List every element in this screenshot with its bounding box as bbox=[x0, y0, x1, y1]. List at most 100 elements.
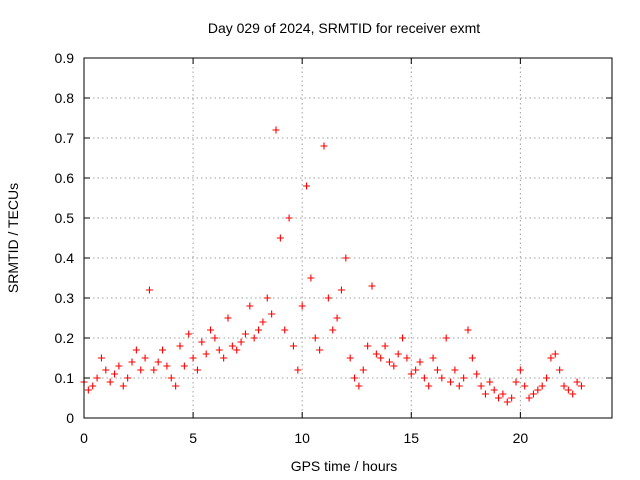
data-point bbox=[276, 234, 284, 242]
data-point bbox=[481, 390, 489, 398]
data-point bbox=[141, 354, 149, 362]
data-point bbox=[351, 374, 359, 382]
data-point bbox=[477, 382, 485, 390]
data-point bbox=[538, 382, 546, 390]
data-point bbox=[364, 342, 372, 350]
data-point bbox=[543, 374, 551, 382]
data-point bbox=[525, 394, 533, 402]
data-point bbox=[189, 354, 197, 362]
data-point bbox=[372, 350, 380, 358]
data-point bbox=[224, 314, 232, 322]
data-point bbox=[403, 354, 411, 362]
data-point bbox=[185, 330, 193, 338]
y-tick-label: 0.8 bbox=[55, 90, 75, 106]
data-point bbox=[272, 126, 280, 134]
data-point bbox=[150, 366, 158, 374]
chart-title: Day 029 of 2024, SRMTID for receiver exm… bbox=[208, 20, 480, 36]
data-point bbox=[233, 346, 241, 354]
data-point bbox=[556, 366, 564, 374]
data-point bbox=[508, 394, 516, 402]
data-point bbox=[394, 350, 402, 358]
y-tick-label: 0.3 bbox=[55, 290, 75, 306]
data-point bbox=[329, 326, 337, 334]
data-point bbox=[447, 378, 455, 386]
data-point bbox=[311, 334, 319, 342]
y-tick-label: 0.5 bbox=[55, 210, 75, 226]
data-point bbox=[119, 382, 127, 390]
y-tick-label: 0.6 bbox=[55, 170, 75, 186]
data-point bbox=[433, 366, 441, 374]
data-point bbox=[451, 366, 459, 374]
y-tick-label: 0.9 bbox=[55, 50, 75, 66]
data-point bbox=[215, 346, 223, 354]
data-point bbox=[137, 366, 145, 374]
data-point bbox=[176, 342, 184, 350]
data-point bbox=[132, 346, 140, 354]
data-point bbox=[521, 382, 529, 390]
data-point bbox=[307, 274, 315, 282]
data-point bbox=[106, 378, 114, 386]
data-point bbox=[111, 370, 119, 378]
data-point bbox=[468, 354, 476, 362]
data-point bbox=[486, 378, 494, 386]
data-point bbox=[399, 334, 407, 342]
data-point bbox=[207, 326, 215, 334]
data-point bbox=[438, 374, 446, 382]
data-point bbox=[281, 326, 289, 334]
data-point bbox=[490, 386, 498, 394]
data-point bbox=[547, 354, 555, 362]
x-tick-label: 0 bbox=[80, 430, 88, 446]
data-point bbox=[145, 286, 153, 294]
data-point bbox=[368, 282, 376, 290]
data-point bbox=[163, 362, 171, 370]
data-point bbox=[346, 354, 354, 362]
data-point bbox=[172, 382, 180, 390]
data-point bbox=[342, 254, 350, 262]
y-tick-label: 0.2 bbox=[55, 330, 75, 346]
axis-ticks bbox=[83, 57, 612, 419]
data-point bbox=[551, 350, 559, 358]
data-point bbox=[473, 370, 481, 378]
data-point bbox=[564, 386, 572, 394]
y-tick-label: 0.1 bbox=[55, 370, 75, 386]
data-point bbox=[228, 342, 236, 350]
data-point bbox=[159, 346, 167, 354]
data-point bbox=[407, 370, 415, 378]
data-point bbox=[167, 374, 175, 382]
data-point bbox=[97, 354, 105, 362]
data-point bbox=[154, 358, 162, 366]
data-point bbox=[324, 294, 332, 302]
data-point bbox=[89, 382, 97, 390]
data-point bbox=[534, 386, 542, 394]
data-point bbox=[246, 302, 254, 310]
data-point bbox=[416, 358, 424, 366]
grid-lines bbox=[84, 58, 612, 418]
data-point bbox=[464, 326, 472, 334]
data-point bbox=[442, 334, 450, 342]
data-point bbox=[495, 394, 503, 402]
data-point bbox=[337, 286, 345, 294]
x-tick-label: 15 bbox=[403, 430, 419, 446]
data-points bbox=[80, 126, 585, 406]
data-point bbox=[320, 142, 328, 150]
data-point bbox=[455, 382, 463, 390]
data-point bbox=[202, 350, 210, 358]
data-point bbox=[289, 342, 297, 350]
data-point bbox=[193, 366, 201, 374]
data-point bbox=[211, 334, 219, 342]
data-point bbox=[220, 354, 228, 362]
data-point bbox=[250, 334, 258, 342]
data-point bbox=[429, 354, 437, 362]
data-point bbox=[516, 366, 524, 374]
x-tick-label: 10 bbox=[294, 430, 310, 446]
data-point bbox=[268, 310, 276, 318]
data-point bbox=[460, 374, 468, 382]
data-point bbox=[259, 318, 267, 326]
data-point bbox=[84, 386, 92, 394]
data-point bbox=[499, 390, 507, 398]
data-point bbox=[298, 302, 306, 310]
data-point bbox=[115, 362, 123, 370]
data-point bbox=[180, 362, 188, 370]
data-point bbox=[263, 294, 271, 302]
